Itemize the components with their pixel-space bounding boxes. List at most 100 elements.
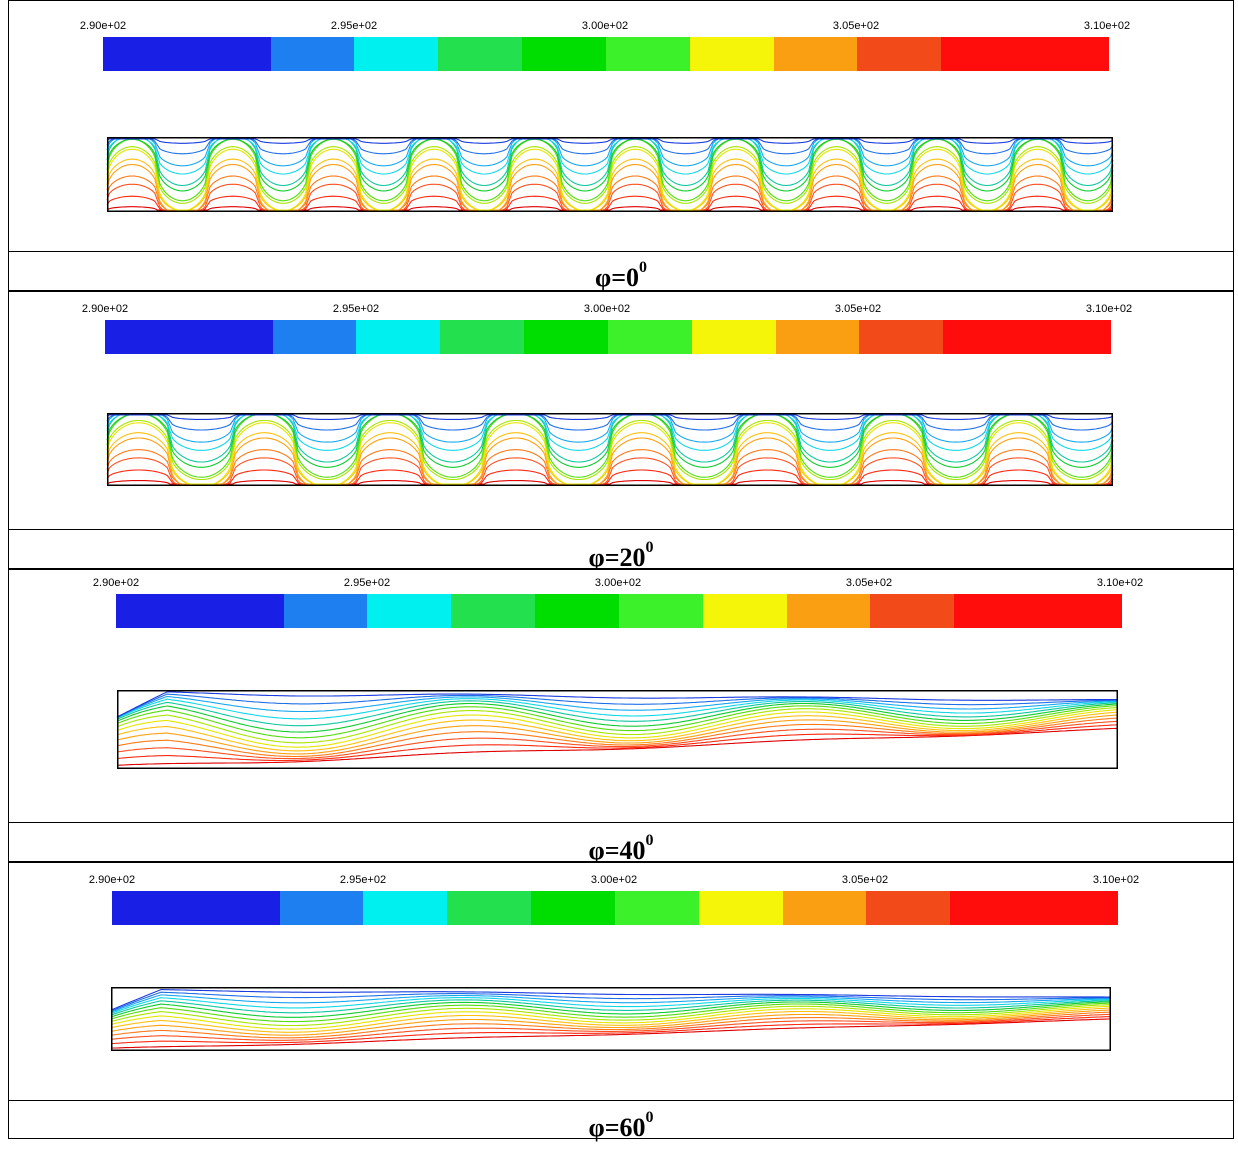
- colorbar-tick-label: 3.10e+02: [1092, 874, 1140, 886]
- colorbar-tick-label: 3.00e+02: [590, 874, 638, 886]
- isotherm-line: [110, 1016, 1112, 1045]
- colorbar-segment: [283, 594, 368, 628]
- isotherm-line: [116, 711, 1119, 752]
- colorbar-segment: [786, 594, 871, 628]
- panel-caption-3: φ=400: [8, 822, 1234, 865]
- colorbar-segment: [363, 891, 448, 925]
- isotherm-line: [110, 1001, 1111, 1018]
- colorbar-segment: [531, 891, 615, 925]
- colorbar-segment: [270, 37, 355, 71]
- isotherm-line: [106, 148, 1114, 211]
- caption-exponent: 0: [639, 259, 648, 276]
- caption-exponent: 0: [645, 1109, 654, 1126]
- colorbar-tick-label: 3.05e+02: [841, 874, 889, 886]
- contour-panel-2: 2.90e+02 2.95e+02 3.00e+02 3.05e+02 3.10…: [8, 291, 1234, 529]
- isotherm-line: [116, 698, 1119, 720]
- isotherm-line: [110, 1018, 1112, 1049]
- isotherm-line: [106, 163, 1114, 211]
- colorbar-segment: [272, 320, 357, 354]
- isotherm-line: [116, 695, 1119, 719]
- contour-panel-3: 2.90e+02 2.95e+02 3.00e+02 3.05e+02 3.10…: [8, 569, 1234, 822]
- colorbar-tick-label: 2.90e+02: [79, 20, 127, 32]
- isotherm-line: [110, 1007, 1112, 1033]
- panel-caption-1: φ=00: [8, 251, 1234, 292]
- colorbar-segment: [954, 594, 1122, 628]
- colorbar-segment: [112, 891, 280, 925]
- colorbar-segment: [354, 37, 439, 71]
- colorbar-segment: [116, 594, 284, 628]
- panel-caption-2: φ=200: [8, 529, 1234, 572]
- colorbar-segment: [105, 320, 273, 354]
- panel-caption-4: φ=600: [8, 1100, 1234, 1142]
- colorbar-tick-label: 3.10e+02: [1085, 303, 1133, 315]
- isotherm-line: [116, 720, 1119, 760]
- isotherm-line: [116, 693, 1118, 718]
- colorbar-segment: [782, 891, 867, 925]
- colorbar-tick-label: 3.05e+02: [832, 20, 880, 32]
- temperature-contour-plot: [116, 690, 1119, 769]
- colorbar-segment: [950, 891, 1118, 925]
- temperature-contour-plot: [110, 987, 1112, 1051]
- colorbar-segment: [367, 594, 452, 628]
- isotherm-line: [116, 709, 1119, 748]
- colorbar-segment: [857, 37, 942, 71]
- colorbar-tick-label: 3.10e+02: [1083, 20, 1131, 32]
- contour-panel-4: 2.90e+02 2.95e+02 3.00e+02 3.05e+02 3.10…: [8, 862, 1234, 1100]
- colorbar-segment: [859, 320, 944, 354]
- colorbar-segment: [535, 594, 619, 628]
- temperature-colorbar: [112, 891, 1118, 925]
- isotherm-line: [116, 691, 1118, 718]
- domain-boundary: [107, 137, 1113, 212]
- caption-text: φ=60: [588, 1112, 646, 1142]
- isotherm-line: [110, 1009, 1112, 1036]
- isotherm-line: [110, 1005, 1112, 1030]
- colorbar-segment: [605, 37, 690, 71]
- colorbar-segment: [941, 37, 1109, 71]
- isotherm-line: [110, 1004, 1112, 1027]
- contour-panel-1: 2.90e+02 2.95e+02 3.00e+02 3.05e+02 3.10…: [8, 0, 1234, 251]
- isotherm-line: [116, 704, 1119, 739]
- caption-text: φ=20: [588, 542, 646, 572]
- colorbar-segment: [440, 320, 525, 354]
- isotherm-line: [116, 700, 1119, 727]
- colorbar-segment: [607, 320, 692, 354]
- colorbar-segment: [279, 891, 364, 925]
- colorbar-segment: [866, 891, 951, 925]
- colorbar-tick-label: 2.90e+02: [88, 874, 136, 886]
- isotherm-line: [106, 138, 1114, 192]
- temperature-contour-plot: [106, 413, 1114, 486]
- isotherm-line: [106, 146, 1114, 204]
- colorbar-tick-label: 2.90e+02: [81, 303, 129, 315]
- isotherm-line: [110, 994, 1111, 1013]
- caption-exponent: 0: [645, 832, 654, 849]
- isotherm-line: [106, 206, 1113, 211]
- colorbar-segment: [438, 37, 523, 71]
- colorbar-tick-label: 3.00e+02: [581, 20, 629, 32]
- colorbar-segment: [773, 37, 858, 71]
- isotherm-line: [110, 991, 1111, 1012]
- temperature-colorbar: [116, 594, 1122, 628]
- colorbar-segment: [775, 320, 860, 354]
- temperature-contour-plot: [106, 137, 1114, 212]
- isotherm-line: [116, 714, 1119, 755]
- colorbar-segment: [870, 594, 955, 628]
- isotherm-line: [116, 717, 1119, 758]
- colorbar-segment: [356, 320, 441, 354]
- isotherm-line: [110, 997, 1111, 1015]
- domain-boundary: [117, 690, 1118, 769]
- temperature-colorbar: [105, 320, 1111, 354]
- isotherm-line: [106, 414, 1114, 420]
- caption-text: φ=0: [594, 262, 640, 292]
- isotherm-line: [116, 702, 1119, 733]
- colorbar-segment: [689, 37, 774, 71]
- isotherm-line: [106, 414, 1114, 431]
- isotherm-line: [110, 989, 1111, 1011]
- colorbar-tick-label: 3.00e+02: [583, 303, 631, 315]
- colorbar-segment: [691, 320, 776, 354]
- colorbar-segment: [702, 594, 787, 628]
- isotherm-line: [106, 422, 1114, 485]
- colorbar-tick-label: 3.10e+02: [1096, 577, 1144, 589]
- colorbar-tick-label: 2.95e+02: [330, 20, 378, 32]
- colorbar-tick-label: 2.90e+02: [92, 577, 140, 589]
- colorbar-segment: [618, 594, 703, 628]
